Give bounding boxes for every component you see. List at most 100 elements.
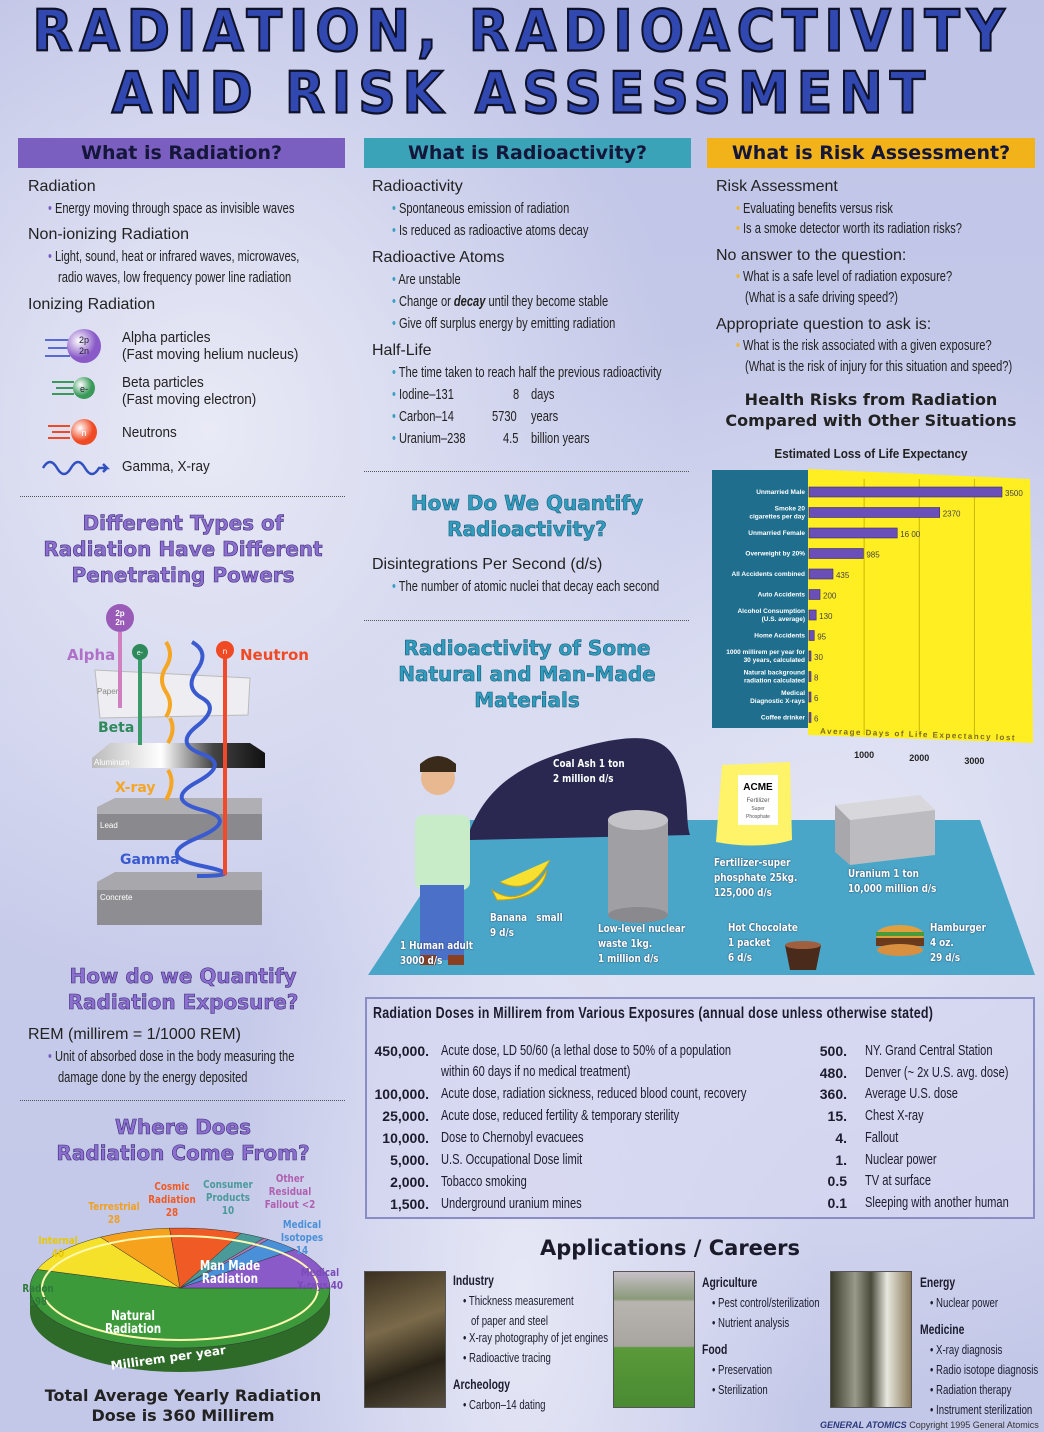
heading-half-life: Half-Life xyxy=(372,342,432,359)
dose-table-title: Radiation Doses in Millirem from Various… xyxy=(373,1005,934,1022)
waste-label: Low-level nuclear waste 1kg. 1 million d/s xyxy=(598,922,686,965)
bullet: • Light, sound, heat or infrared waves, … xyxy=(48,248,300,265)
careers-title: Applications / Careers xyxy=(540,1236,801,1260)
value-label: 6 xyxy=(814,694,819,703)
bullet: • Is a smoke detector worth its radiatio… xyxy=(736,220,962,237)
beta-desc: (Fast moving electron) xyxy=(122,391,257,408)
halflife-iodine: • Iodine–131 xyxy=(392,386,454,403)
value-label: 30 xyxy=(814,653,823,662)
dose-description: Acute dose, radiation sickness, reduced … xyxy=(441,1085,747,1102)
banana-label: Banana small 9 d/s xyxy=(490,911,563,939)
bullet: • The number of atomic nuclei that decay… xyxy=(392,578,660,595)
category-label: Medical xyxy=(781,690,805,697)
pie-label-cosmic: Cosmic Radiation 28 xyxy=(148,1180,196,1219)
category-label: 30 years, calculated xyxy=(744,657,805,664)
divider xyxy=(20,496,345,497)
svg-text:Phosphate: Phosphate xyxy=(746,814,770,820)
hamburger-label: Hamburger 4 oz. 29 d/s xyxy=(930,921,986,964)
pie-slice xyxy=(29,1269,331,1349)
penetration-title: Different Types of Radiation Have Differe… xyxy=(43,511,323,588)
pie-natural-label: Natural Radiation xyxy=(105,1309,162,1337)
category-label: Unmarried Male xyxy=(756,489,805,496)
bullet: • Evaluating benefits versus risk xyxy=(736,200,893,217)
lead-label: Lead xyxy=(100,821,118,830)
category-label: Coffee drinker xyxy=(761,715,806,722)
bar xyxy=(808,630,815,641)
dose-value: 0.1 xyxy=(827,1194,847,1211)
waste-barrel xyxy=(608,810,668,923)
value-label: 6 xyxy=(814,715,819,724)
uranium-label: Uranium 1 ton 10,000 million d/s xyxy=(848,867,937,895)
career-item: • X-ray photography of jet engines xyxy=(463,1330,609,1345)
gamma-label: Gamma, X-ray xyxy=(122,458,210,475)
dose-description: TV at surface xyxy=(865,1172,932,1190)
category-label: cigarettes per day xyxy=(749,514,805,521)
fertilizer-label: Fertilizer-super phosphate 25kg. 125,000 d… xyxy=(714,856,798,899)
value-label: 435 xyxy=(836,571,850,580)
header-what-is-radiation: What is Radiation? xyxy=(18,138,345,168)
bullet: • Are unstable xyxy=(392,271,461,288)
category-label: Smoke 20 xyxy=(775,506,806,513)
neutron-label: Neutron xyxy=(240,646,309,664)
beta-badge xyxy=(132,644,148,660)
dose-value: 500. xyxy=(819,1043,847,1059)
health-risks-title: Health Risks from Radiation Compared with… xyxy=(725,390,1017,430)
value-label: 130 xyxy=(819,612,833,621)
halflife-value: 8 xyxy=(513,386,520,403)
pie-ring xyxy=(41,1235,319,1341)
dose-value: 450,000. xyxy=(374,1043,430,1059)
header-what-is-radioactivity: What is Radioactivity? xyxy=(364,138,691,168)
bullet-cont: radio waves, low frequency power line ra… xyxy=(58,269,292,286)
career-heading: Energy xyxy=(920,1274,956,1290)
dose-description: Acute dose, LD 50/60 (a lethal dose to 5… xyxy=(441,1042,732,1059)
bullet: • Give off surplus energy by emitting ra… xyxy=(392,315,616,332)
bullet: • Is reduced as radioactive atoms decay xyxy=(392,222,589,239)
heading-radiation: Radiation xyxy=(28,178,96,195)
general-atomics-logo: GENERAL ATOMICS xyxy=(820,1420,907,1430)
halflife-unit: years xyxy=(531,408,559,425)
heading-ionizing: Ionizing Radiation xyxy=(28,296,156,313)
bar xyxy=(808,548,864,559)
dose-description: Sleeping with another human xyxy=(865,1193,1009,1211)
person-figure xyxy=(415,756,470,965)
dose-value: 5,000. xyxy=(390,1152,429,1168)
alpha-desc: (Fast moving helium nucleus) xyxy=(122,346,299,363)
career-item: • Pest control/sterilization xyxy=(712,1295,820,1310)
dose-description: Tobacco smoking xyxy=(441,1173,527,1190)
svg-text:Super: Super xyxy=(751,806,765,812)
agriculture-photo xyxy=(613,1271,695,1408)
paper-label: Paper xyxy=(97,687,119,696)
category-label: Auto Accidents xyxy=(758,592,806,599)
bar xyxy=(808,486,1003,498)
halflife-value: 4.5 xyxy=(503,430,519,447)
value-label: 95 xyxy=(817,633,826,642)
dose-value: 15. xyxy=(827,1108,847,1125)
coal-ash-label: Coal Ash 1 ton 2 million d/s xyxy=(553,757,625,785)
career-heading: Food xyxy=(702,1341,728,1357)
dose-description: U.S. Occupational Dose limit xyxy=(441,1151,583,1168)
category-label: Diagnostic X-rays xyxy=(750,698,805,705)
bullet: • The time taken to reach half the previ… xyxy=(392,364,662,381)
divider xyxy=(364,620,689,621)
dose-value: 1,500. xyxy=(390,1196,429,1212)
dose-description: NY. Grand Central Station xyxy=(865,1042,993,1059)
pie-chart xyxy=(29,1227,331,1372)
bullet: • Energy moving through space as invisib… xyxy=(48,200,295,217)
uranium-cube xyxy=(835,795,935,865)
alpha-label: Alpha xyxy=(67,646,115,664)
value-label: 2370 xyxy=(943,510,961,519)
footer: GENERAL ATOMICS Copyright 1995 General A… xyxy=(820,1420,1039,1430)
pie-label-internal: Internal 40 xyxy=(38,1234,78,1260)
value-label: 200 xyxy=(823,592,837,601)
chart-title: Estimated Loss of Life Expectancy xyxy=(774,446,968,461)
career-item: • Thickness measurement xyxy=(463,1293,574,1308)
halflife-uranium: • Uranium–238 xyxy=(392,430,466,447)
heading-radioactive-atoms: Radioactive Atoms xyxy=(372,249,505,266)
value-label: 3500 xyxy=(1005,489,1023,498)
bar xyxy=(808,527,898,539)
beta-label: Beta xyxy=(98,720,134,736)
heading-radioactivity: Radioactivity xyxy=(372,178,463,195)
x-tick-label: 2000 xyxy=(909,753,929,763)
career-item: • Nutrient analysis xyxy=(712,1315,790,1330)
